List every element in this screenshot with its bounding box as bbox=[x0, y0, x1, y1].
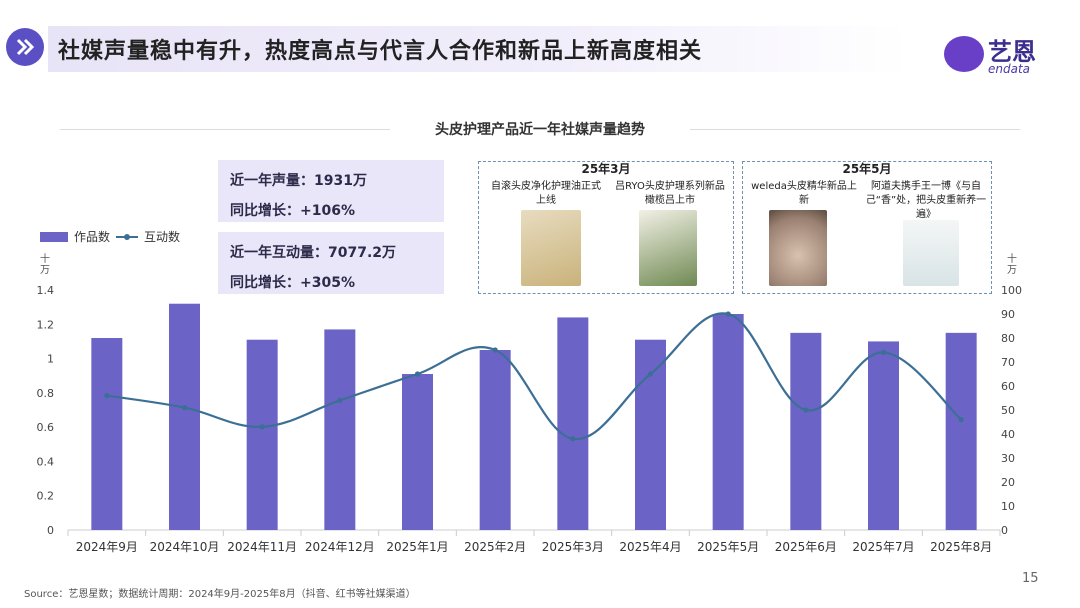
event-item-text: 吕RYO头皮护理系列新品橄榄吕上市 bbox=[615, 181, 725, 206]
event-box-mar: 25年3月 自滚头皮净化护理油正式上线 吕RYO头皮护理系列新品橄榄吕上市 bbox=[478, 161, 734, 294]
line-point bbox=[259, 424, 265, 430]
bar bbox=[324, 329, 356, 530]
y-left-tick-label: 0.4 bbox=[37, 455, 55, 468]
x-tick-label: 2025年3月 bbox=[542, 540, 604, 554]
y-right-tick-label: 70 bbox=[1001, 356, 1015, 369]
y-right-tick-label: 50 bbox=[1001, 404, 1015, 417]
line-point bbox=[104, 393, 110, 399]
x-tick-label: 2024年11月 bbox=[227, 540, 297, 554]
legend-label-bar: 作品数 bbox=[74, 230, 111, 244]
line-point bbox=[337, 397, 343, 403]
y-right-tick-label: 80 bbox=[1001, 332, 1015, 345]
x-tick-label: 2024年9月 bbox=[76, 540, 138, 554]
line-point bbox=[414, 371, 421, 377]
logo-mark-icon bbox=[944, 36, 984, 72]
legend-label-line: 互动数 bbox=[144, 230, 181, 244]
bar bbox=[557, 317, 589, 530]
line-series bbox=[106, 312, 962, 440]
y-right-tick-label: 100 bbox=[1001, 284, 1022, 297]
event-item-text: weleda头皮精华新品上新 bbox=[751, 181, 857, 206]
y-left-tick-label: 0 bbox=[47, 524, 54, 537]
y-left-tick-label: 0.6 bbox=[37, 421, 55, 434]
y-right-tick-label: 10 bbox=[1001, 500, 1015, 513]
bar bbox=[635, 339, 666, 530]
bar bbox=[246, 339, 278, 530]
stat-interaction-growth: 同比增长：+305% bbox=[230, 275, 355, 291]
header-band bbox=[48, 26, 908, 72]
bar bbox=[945, 332, 977, 530]
title-rule-right bbox=[690, 129, 1020, 130]
event-title: 25年5月 bbox=[842, 162, 892, 176]
page-number: 15 bbox=[1022, 571, 1039, 586]
y-left-tick-label: 0.8 bbox=[37, 387, 55, 400]
y-left-tick-label: 1.4 bbox=[37, 284, 55, 297]
line-point bbox=[570, 436, 576, 442]
line-point bbox=[181, 405, 188, 411]
chart-title: 头皮护理产品近一年社媒声量趋势 bbox=[435, 122, 645, 138]
double-chevron-icon bbox=[6, 28, 44, 66]
x-tick-label: 2025年5月 bbox=[697, 540, 759, 554]
product-image bbox=[769, 210, 827, 286]
y-left-tick-label: 0.2 bbox=[37, 490, 55, 503]
line-point bbox=[492, 347, 498, 353]
product-image bbox=[521, 210, 581, 286]
left-axis-unit: 十万 bbox=[40, 254, 50, 276]
x-tick-label: 2025年7月 bbox=[852, 540, 914, 554]
bar bbox=[169, 303, 200, 530]
x-tick-label: 2025年2月 bbox=[464, 540, 526, 554]
promo-image bbox=[903, 220, 959, 286]
x-tick-label: 2025年6月 bbox=[775, 540, 837, 554]
y-left-tick-label: 1.2 bbox=[37, 318, 55, 331]
source-note: Source：艺恩星数；数据统计周期：2024年9月-2025年8月（抖音、红书… bbox=[24, 589, 416, 600]
y-right-tick-label: 60 bbox=[1001, 380, 1015, 393]
bar bbox=[712, 314, 744, 530]
line-point bbox=[725, 311, 731, 317]
right-axis-unit: 十万 bbox=[1007, 254, 1017, 276]
x-tick-label: 2024年10月 bbox=[150, 540, 220, 554]
x-tick-label: 2024年12月 bbox=[305, 540, 375, 554]
stat-volume-growth: 同比增长：+106% bbox=[230, 203, 355, 219]
event-title: 25年3月 bbox=[581, 162, 631, 176]
line-point bbox=[958, 417, 964, 423]
y-left-tick-label: 1 bbox=[47, 353, 54, 366]
y-right-tick-label: 0 bbox=[1001, 524, 1008, 537]
stat-volume-total: 近一年声量：1931万 bbox=[230, 173, 367, 189]
y-right-tick-label: 20 bbox=[1001, 476, 1015, 489]
line-point bbox=[880, 349, 887, 355]
line-point bbox=[803, 407, 809, 413]
bar bbox=[402, 374, 433, 530]
x-tick-label: 2025年4月 bbox=[619, 540, 681, 554]
logo-text: 艺恩 bbox=[988, 38, 1036, 66]
page-title: 社媒声量稳中有升，热度高点与代言人合作和新品上新高度相关 bbox=[58, 39, 703, 64]
bar bbox=[790, 332, 822, 530]
bar bbox=[479, 350, 511, 530]
y-right-tick-label: 30 bbox=[1001, 452, 1015, 465]
x-tick-label: 2025年1月 bbox=[386, 540, 448, 554]
event-item-text: 阿道夫携手王一博《与自己“香”处，把头皮重新养一遍》 bbox=[865, 181, 987, 220]
chart-legend: 作品数 互动数 bbox=[40, 228, 180, 245]
logo-subtext: endata bbox=[988, 62, 1031, 76]
bar bbox=[868, 341, 899, 530]
legend-bar-swatch bbox=[40, 231, 68, 242]
x-tick-label: 2025年8月 bbox=[930, 540, 992, 554]
stat-interaction-total: 近一年互动量：7077.2万 bbox=[230, 245, 397, 261]
product-image bbox=[639, 210, 697, 286]
logo: 艺恩 endata bbox=[944, 32, 1054, 76]
stat-box-volume: 近一年声量：1931万 同比增长：+106% bbox=[218, 160, 444, 222]
bar bbox=[91, 338, 123, 530]
y-right-tick-label: 40 bbox=[1001, 428, 1015, 441]
event-box-may: 25年5月 weleda头皮精华新品上新 阿道夫携手王一博《与自己“香”处，把头… bbox=[742, 161, 992, 294]
event-item-text: 自滚头皮净化护理油正式上线 bbox=[491, 181, 601, 206]
y-right-tick-label: 90 bbox=[1001, 308, 1015, 321]
title-rule-left bbox=[60, 129, 390, 130]
stat-box-interaction: 近一年互动量：7077.2万 同比增长：+305% bbox=[218, 232, 444, 294]
line-point bbox=[647, 371, 654, 377]
legend-line-swatch bbox=[116, 233, 139, 240]
